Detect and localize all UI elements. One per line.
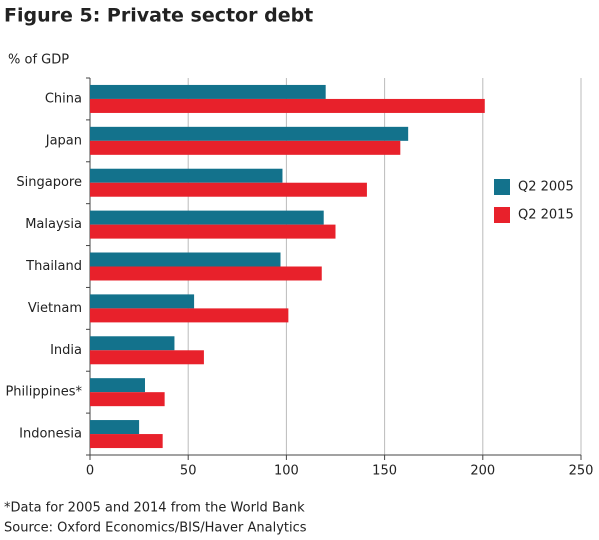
y-tick-label: Indonesia <box>19 427 82 442</box>
x-tick-label: 100 <box>274 464 299 479</box>
footnote: *Data for 2005 and 2014 from the World B… <box>4 501 305 516</box>
bar <box>90 84 326 99</box>
bar <box>90 308 289 323</box>
y-tick-label: Vietnam <box>28 301 82 316</box>
bar <box>90 168 283 183</box>
legend-swatch <box>494 207 510 223</box>
y-tick-label: China <box>45 91 82 106</box>
y-tick-label: India <box>50 343 82 358</box>
legend-label: Q2 2015 <box>518 208 574 223</box>
bar <box>90 98 485 113</box>
x-tick-label: 250 <box>569 464 594 479</box>
bar <box>90 420 140 435</box>
y-tick-label: Singapore <box>16 175 82 190</box>
legend-label: Q2 2005 <box>518 180 574 195</box>
bar <box>90 378 145 393</box>
chart-title: Figure 5: Private sector debt <box>4 5 313 27</box>
axis-label: % of GDP <box>8 53 69 68</box>
bar <box>90 140 401 155</box>
x-tick-label: 200 <box>470 464 495 479</box>
bar <box>90 224 336 239</box>
bar <box>90 392 165 407</box>
bar <box>90 266 322 281</box>
y-tick-label: Malaysia <box>25 217 82 232</box>
footnote: Source: Oxford Economics/BIS/Haver Analy… <box>4 521 307 536</box>
bar <box>90 350 204 365</box>
y-tick-label: Japan <box>45 133 82 148</box>
bar <box>90 336 175 351</box>
x-tick-label: 150 <box>372 464 397 479</box>
bar <box>90 252 281 267</box>
bar <box>90 182 367 197</box>
bar <box>90 126 409 141</box>
bar <box>90 434 163 449</box>
x-tick-label: 0 <box>86 464 94 479</box>
y-tick-label: Philippines* <box>5 385 82 400</box>
bar <box>90 210 324 225</box>
legend-swatch <box>494 179 510 195</box>
bar <box>90 294 195 309</box>
x-tick-label: 50 <box>180 464 197 479</box>
y-tick-label: Thailand <box>25 259 82 274</box>
